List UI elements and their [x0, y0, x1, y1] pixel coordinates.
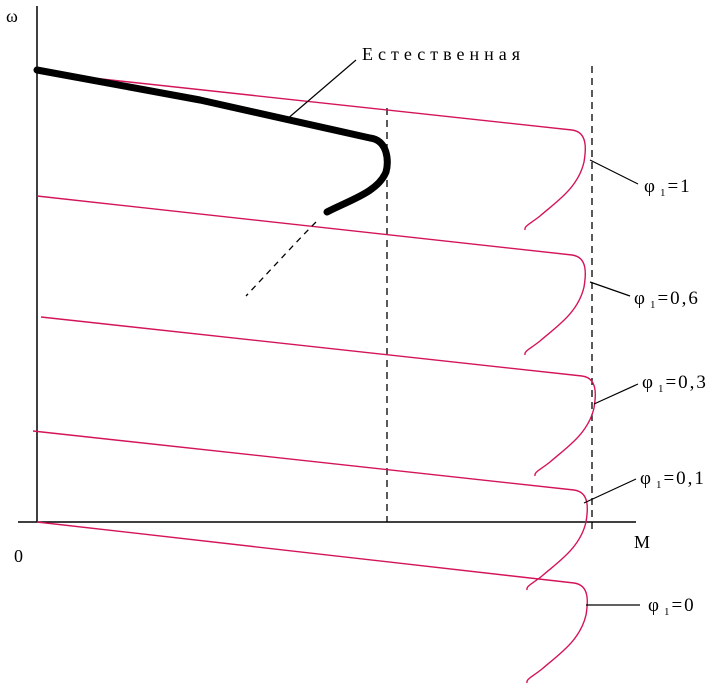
leader-phi-0-3: [593, 383, 639, 405]
curve-phi-0-3: [40, 316, 597, 477]
phi-symbol: φ: [644, 176, 657, 197]
phi-symbol: φ: [640, 468, 653, 489]
phi-subscript: 1: [660, 187, 668, 199]
phi-symbol: φ: [634, 288, 647, 309]
natural-characteristic-dashed-extension: [245, 221, 317, 297]
x-axis-label: M: [634, 532, 650, 552]
phi-subscript: 1: [650, 299, 658, 311]
label-phi-0-6: φ 1=0,6: [634, 288, 700, 311]
curve-phi-0-6: [36, 195, 587, 356]
phi-symbol: φ: [642, 372, 655, 393]
leader-natural: [285, 59, 357, 121]
leader-phi-0-1: [583, 478, 637, 504]
phi-value: =1: [667, 176, 691, 197]
phi-subscript: 1: [658, 383, 666, 395]
phi-value: =0,3: [665, 372, 707, 393]
curve-phi-1: [36, 71, 587, 231]
natural-curve-label: Естественная: [362, 44, 525, 64]
label-phi-1: φ 1=1: [644, 176, 692, 199]
phi-subscript: 1: [664, 606, 672, 618]
label-phi-0-3: φ 1=0,3: [642, 372, 708, 395]
curve-phi-0: [36, 521, 589, 684]
y-axis-label: ω: [6, 6, 18, 26]
leader-phi-0-6: [589, 281, 631, 297]
label-phi-0: φ 1=0: [648, 595, 696, 618]
label-phi-0-1: φ 1=0,1: [640, 468, 706, 491]
origin-label: 0: [14, 546, 23, 566]
leader-phi-1: [589, 159, 639, 185]
phi-value: =0: [671, 595, 695, 616]
phi-value: =0,6: [657, 288, 699, 309]
natural-characteristic-curve: [33, 66, 391, 216]
phi-symbol: φ: [648, 595, 661, 616]
curve-phi-0-1: [32, 430, 589, 591]
phi-value: =0,1: [663, 468, 705, 489]
phi-subscript: 1: [656, 479, 664, 491]
